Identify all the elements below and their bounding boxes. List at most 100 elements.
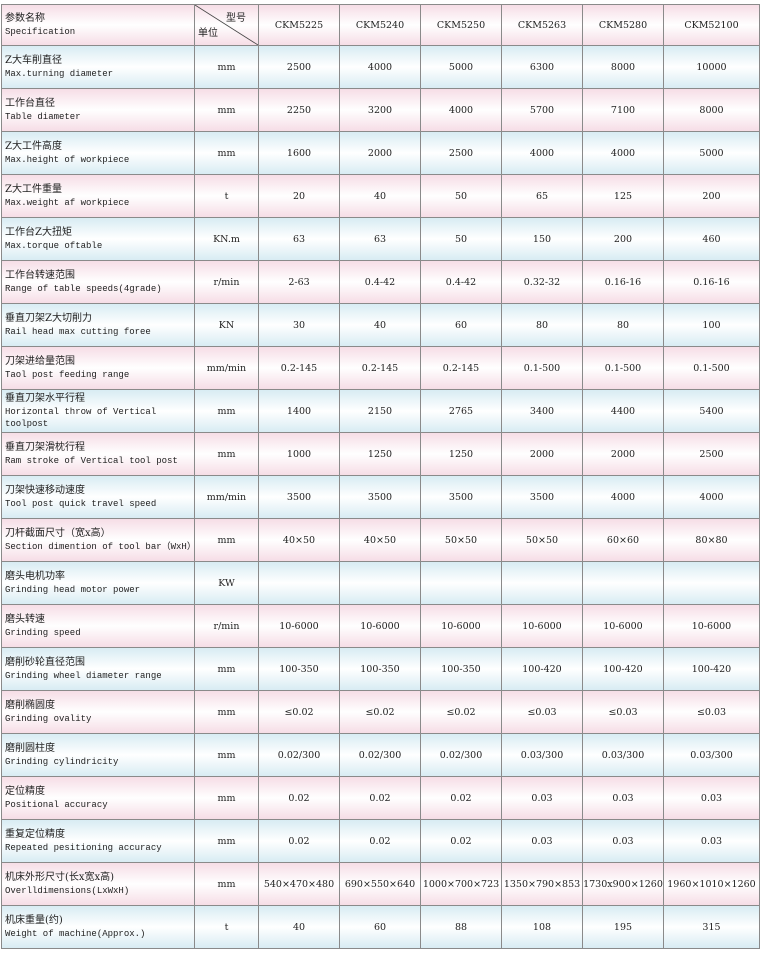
value-cell: 50×50 (421, 519, 501, 561)
value-cell: 0.02 (421, 820, 501, 862)
value-cell: 5000 (664, 132, 759, 174)
spec-en: Max.turning diameter (5, 69, 114, 79)
spec-en: Repeated pesitioning accuracy (5, 843, 162, 853)
value-cell: 10-6000 (259, 605, 339, 647)
value-cell: 4000 (340, 46, 420, 88)
value-cell: 460 (664, 218, 759, 260)
value-cell: 8000 (583, 46, 663, 88)
value-cell: 5400 (664, 390, 759, 432)
value-cell: 40 (340, 175, 420, 217)
value-cell: 6300 (502, 46, 582, 88)
value-cell: 10-6000 (421, 605, 501, 647)
spec-en: Tool post quick travel speed (5, 499, 157, 509)
value-cell: 1000 (259, 433, 339, 475)
unit-cell: mm (195, 820, 258, 862)
value-cell (664, 562, 759, 604)
value-cell: 0.2-145 (340, 347, 420, 389)
value-cell: 1730x900×1260 (583, 863, 663, 905)
spec-en: Max.height of workpiece (5, 155, 130, 165)
value-cell: 100-350 (259, 648, 339, 690)
spec-cell: Z大车削直径 Max.turning diameter (2, 46, 194, 88)
value-cell: 0.4-42 (421, 261, 501, 303)
spec-cn: 重复定位精度 (5, 829, 65, 840)
value-cell: 8000 (664, 89, 759, 131)
value-cell: 195 (583, 906, 663, 948)
unit-cell: t (195, 906, 258, 948)
header-unit-label: 单位 (198, 28, 218, 39)
value-cell: 3500 (259, 476, 339, 518)
model-header: CKM52100 (664, 5, 759, 45)
spec-cn: 机床重量(约) (5, 915, 63, 926)
value-cell: 1600 (259, 132, 339, 174)
value-cell: 0.03 (664, 777, 759, 819)
value-cell: 200 (583, 218, 663, 260)
value-cell: 0.2-145 (421, 347, 501, 389)
spec-cn: 垂直刀架水平行程 (5, 393, 85, 404)
spec-cell: 磨头电机功率 Grinding head motor power (2, 562, 194, 604)
spec-cn: 垂直刀架滑枕行程 (5, 442, 85, 453)
value-cell: 100-420 (664, 648, 759, 690)
value-cell: 50×50 (502, 519, 582, 561)
spec-en: Overlldimensions(LxWxH) (5, 886, 130, 896)
spec-cell: 垂直刀架Z大切削力 Rail head max cutting foree (2, 304, 194, 346)
value-cell: 60 (421, 304, 501, 346)
unit-cell: mm/min (195, 476, 258, 518)
spec-cell: 磨削砂轮直径范围 Grinding wheel diameter range (2, 648, 194, 690)
spec-cn: 刀架快速移动速度 (5, 485, 85, 496)
spec-cell: 磨头转速 Grinding speed (2, 605, 194, 647)
model-header: CKM5280 (583, 5, 663, 45)
spec-cn: 磨头转速 (5, 614, 45, 625)
value-cell: 0.02/300 (340, 734, 420, 776)
spec-en: Max.torque oftable (5, 241, 103, 251)
value-cell: 3200 (340, 89, 420, 131)
value-cell (421, 562, 501, 604)
value-cell: 150 (502, 218, 582, 260)
unit-cell: mm (195, 89, 258, 131)
unit-cell: mm (195, 390, 258, 432)
value-cell: 40 (340, 304, 420, 346)
spec-cell: 磨削圆柱度 Grinding cylindricity (2, 734, 194, 776)
value-cell: 0.02 (421, 777, 501, 819)
value-cell: 0.03 (502, 777, 582, 819)
value-cell (259, 562, 339, 604)
value-cell: 0.03 (664, 820, 759, 862)
header-spec-en: Specification (5, 27, 76, 37)
spec-en: Ram stroke of Vertical tool post (5, 456, 178, 466)
spec-en: Horizontal throw of Vertical toolpost (5, 407, 157, 429)
value-cell: 1960×1010×1260 (664, 863, 759, 905)
value-cell: 100-420 (583, 648, 663, 690)
value-cell: 4000 (583, 476, 663, 518)
unit-cell: mm (195, 734, 258, 776)
value-cell: 5700 (502, 89, 582, 131)
spec-cell: 机床外形尺寸(长x宽x高) Overlldimensions(LxWxH) (2, 863, 194, 905)
value-cell: 3500 (502, 476, 582, 518)
value-cell: 1000×700×723 (421, 863, 501, 905)
value-cell: 0.1-500 (502, 347, 582, 389)
unit-cell: KW (195, 562, 258, 604)
value-cell: 0.02 (259, 777, 339, 819)
value-cell: ≤0.02 (259, 691, 339, 733)
value-cell: 2000 (583, 433, 663, 475)
value-cell: 2765 (421, 390, 501, 432)
spec-cell: Z大工件高度 Max.height of workpiece (2, 132, 194, 174)
spec-en: Taol post feeding range (5, 370, 130, 380)
value-cell: 63 (259, 218, 339, 260)
spec-en: Grinding head motor power (5, 585, 141, 595)
spec-cn: 工作台Z大扭矩 (5, 227, 72, 238)
value-cell: 10-6000 (502, 605, 582, 647)
value-cell: 50 (421, 175, 501, 217)
value-cell: 10000 (664, 46, 759, 88)
value-cell: 0.2-145 (259, 347, 339, 389)
spec-en: Grinding speed (5, 628, 81, 638)
value-cell: 0.1-500 (664, 347, 759, 389)
value-cell (583, 562, 663, 604)
unit-cell: mm (195, 433, 258, 475)
value-cell: 0.02 (340, 820, 420, 862)
model-header: CKM5225 (259, 5, 339, 45)
model-header: CKM5263 (502, 5, 582, 45)
spec-cn: 刀杆截面尺寸（宽x高） (5, 528, 111, 539)
value-cell: 0.03 (502, 820, 582, 862)
value-cell: 0.32-32 (502, 261, 582, 303)
header-spec-cell: 参数名称 Specification (2, 5, 194, 45)
